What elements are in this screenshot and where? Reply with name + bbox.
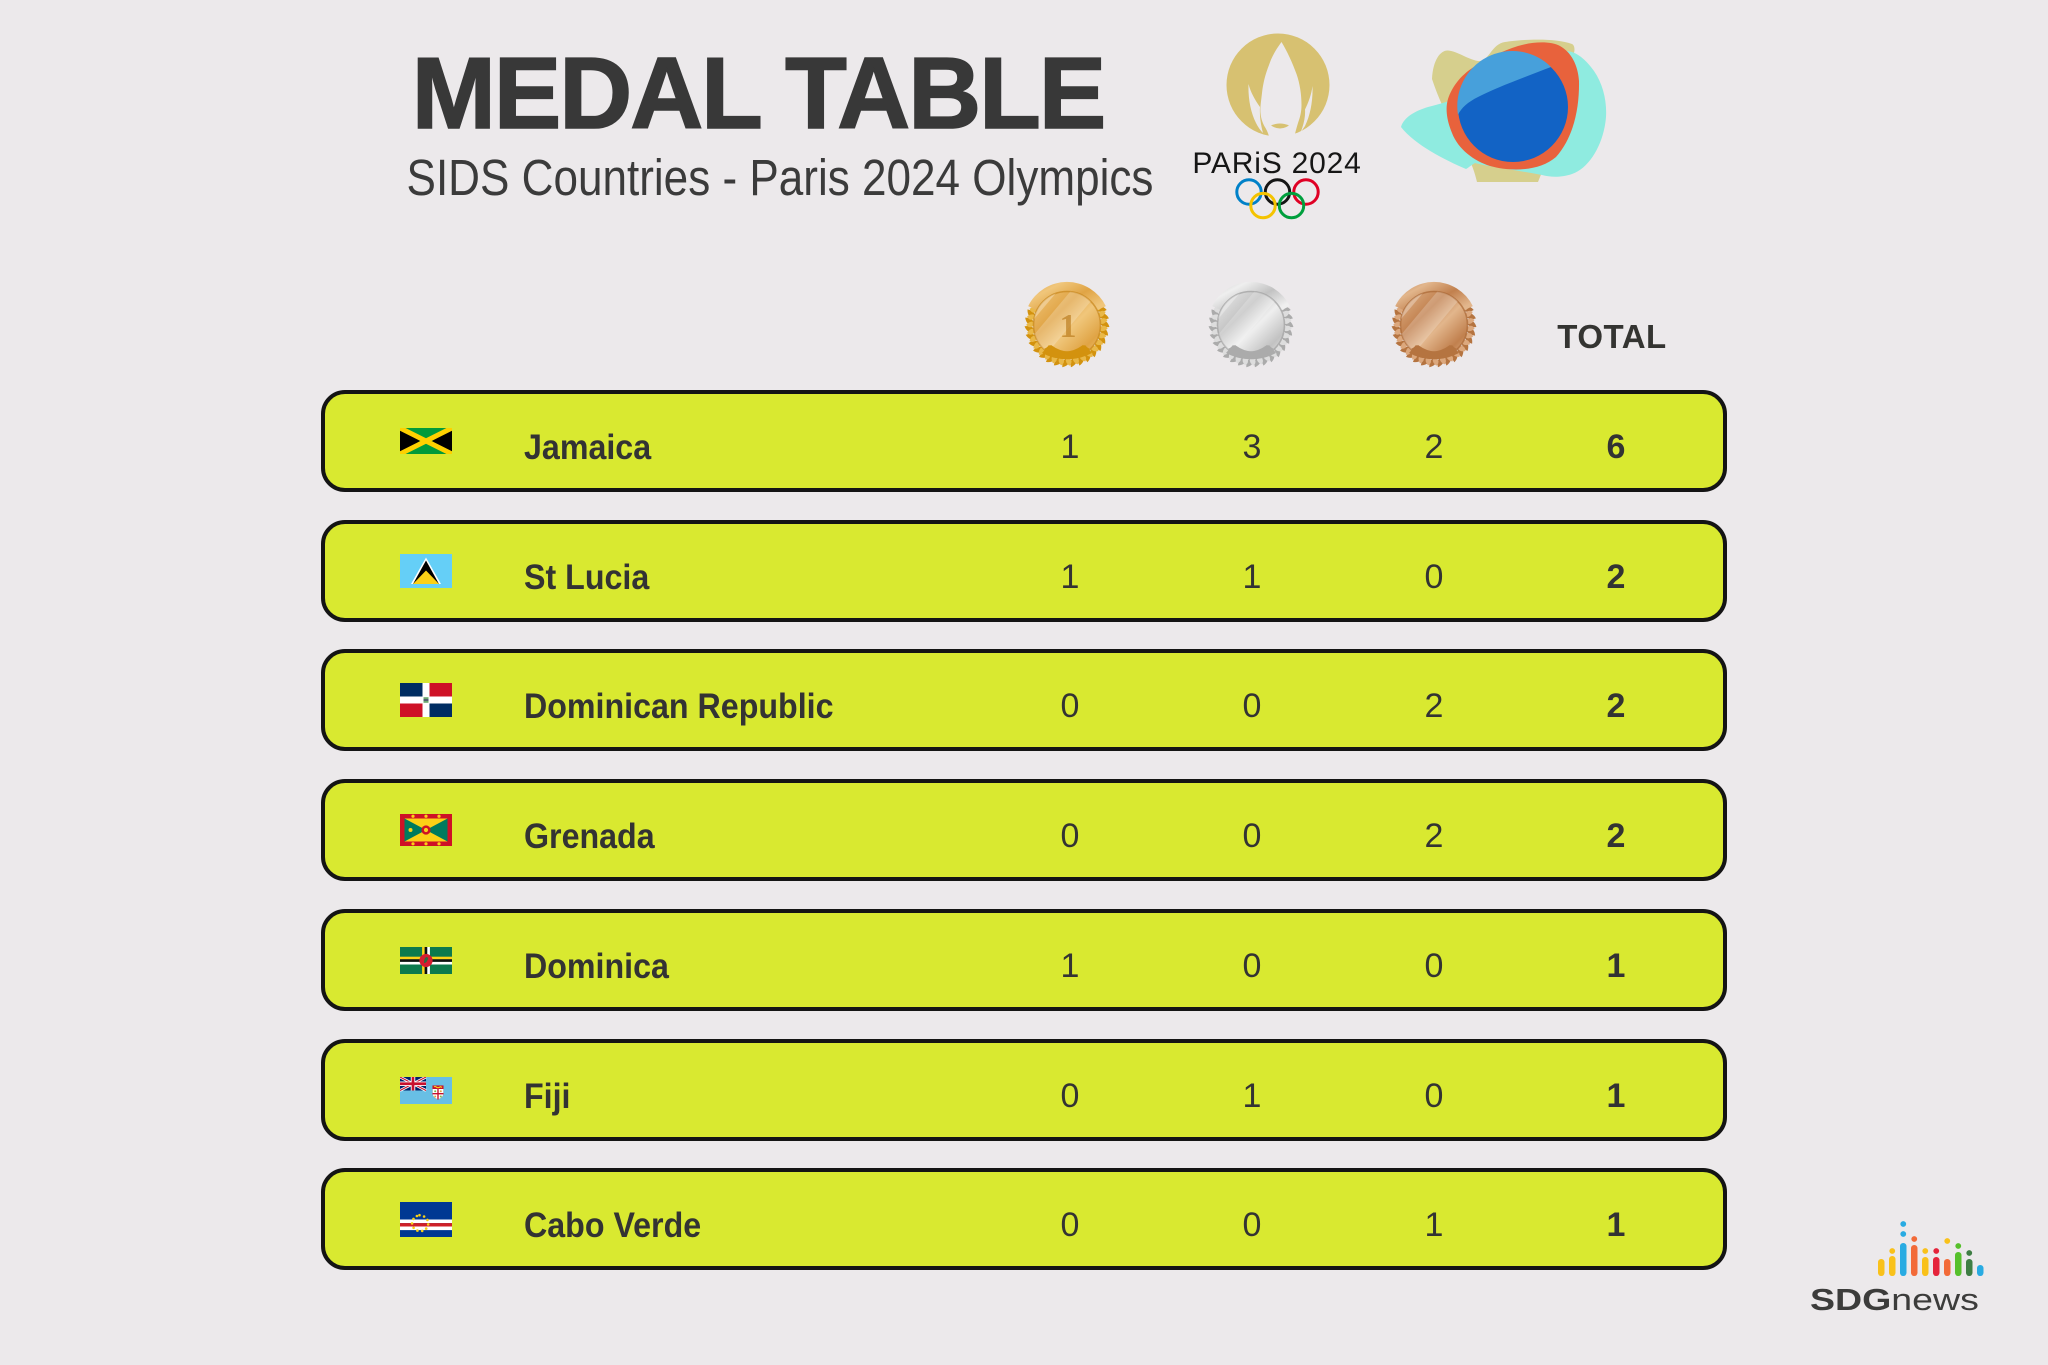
svg-text:1: 1 <box>1060 308 1077 345</box>
